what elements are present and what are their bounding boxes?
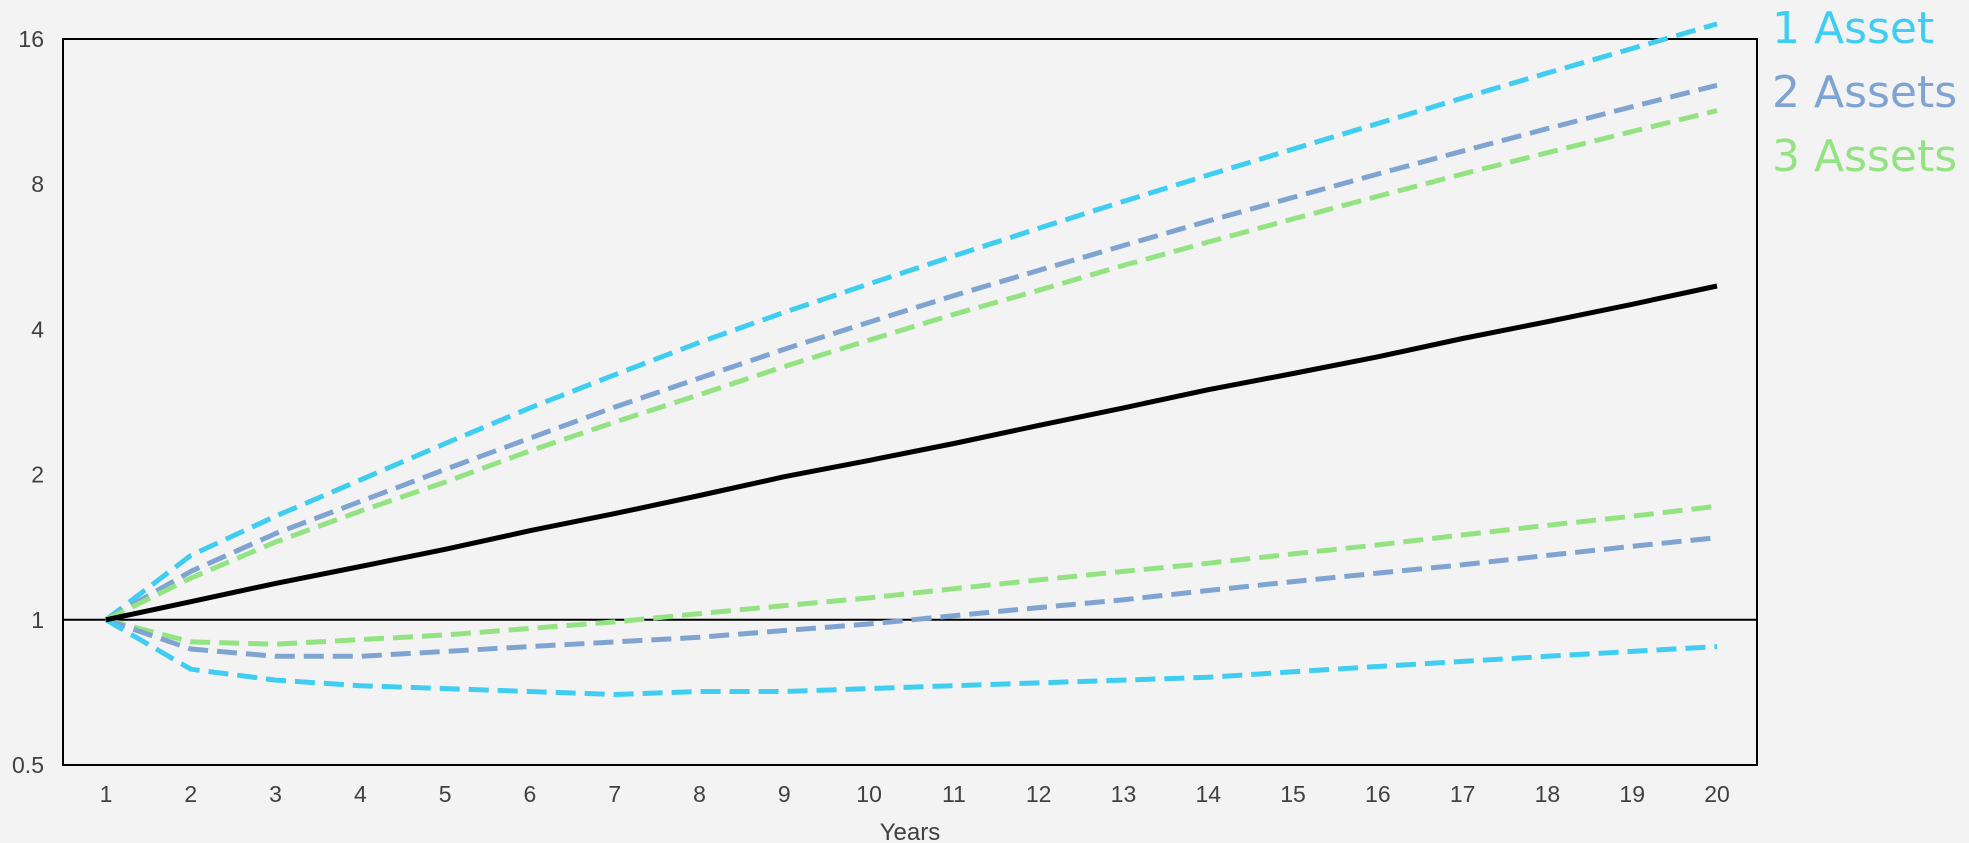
- x-tick-label: 13: [1111, 781, 1137, 807]
- x-tick-label: 19: [1619, 781, 1645, 807]
- x-tick-label: 17: [1450, 781, 1476, 807]
- y-tick-label: 4: [31, 316, 44, 342]
- x-tick-label: 16: [1365, 781, 1391, 807]
- series-line-1-asset-upper: [104, 21, 1718, 622]
- legend-entry: 1 Asset: [1772, 3, 1934, 54]
- x-tick-label: 20: [1704, 781, 1730, 807]
- series-layer: [104, 21, 1718, 697]
- x-tick-label: 2: [184, 781, 197, 807]
- series-line-2-assets-lower: [105, 535, 1718, 659]
- x-tick-label: 8: [693, 781, 706, 807]
- y-tick-label: 1: [31, 607, 44, 633]
- series-line-3-assets-upper: [104, 108, 1718, 623]
- legend-entry: 2 Assets: [1772, 67, 1957, 118]
- legend: 1 Asset 2 Assets 3 Assets: [1772, 3, 1957, 182]
- x-tick-label: 11: [942, 781, 966, 807]
- x-tick-label: 18: [1535, 781, 1561, 807]
- x-tick-label: 1: [100, 781, 113, 807]
- series-line-1-asset-lower: [104, 617, 1718, 697]
- series-line-3-assets-lower: [105, 503, 1718, 647]
- y-tick-label: 2: [31, 462, 44, 488]
- x-tick-label: 5: [439, 781, 452, 807]
- plot-area: [62, 38, 1758, 766]
- y-axis-ticks: 0.5 1 2 4 8 16: [12, 26, 44, 778]
- x-tick-label: 7: [608, 781, 621, 807]
- legend-entry: 3 Assets: [1772, 131, 1957, 182]
- x-tick-label: 4: [354, 781, 367, 807]
- x-tick-label: 6: [524, 781, 537, 807]
- x-axis-label: Years: [880, 819, 941, 843]
- y-tick-label: 8: [31, 171, 44, 197]
- x-tick-label: 3: [269, 781, 282, 807]
- series-line-2-assets-upper: [104, 82, 1718, 622]
- x-tick-label: 10: [856, 781, 882, 807]
- series-line-median: [105, 283, 1718, 623]
- x-axis-ticks: 1 2 3 4 5 6 7 8 9 10 11 12 13 14 15 16 17 18 19 20: [100, 781, 1730, 807]
- y-tick-label: 0.5: [12, 752, 44, 778]
- y-tick-label: 16: [18, 26, 44, 52]
- x-tick-label: 14: [1195, 781, 1221, 807]
- x-tick-label: 15: [1280, 781, 1306, 807]
- x-tick-label: 9: [778, 781, 791, 807]
- x-tick-label: 12: [1026, 781, 1052, 807]
